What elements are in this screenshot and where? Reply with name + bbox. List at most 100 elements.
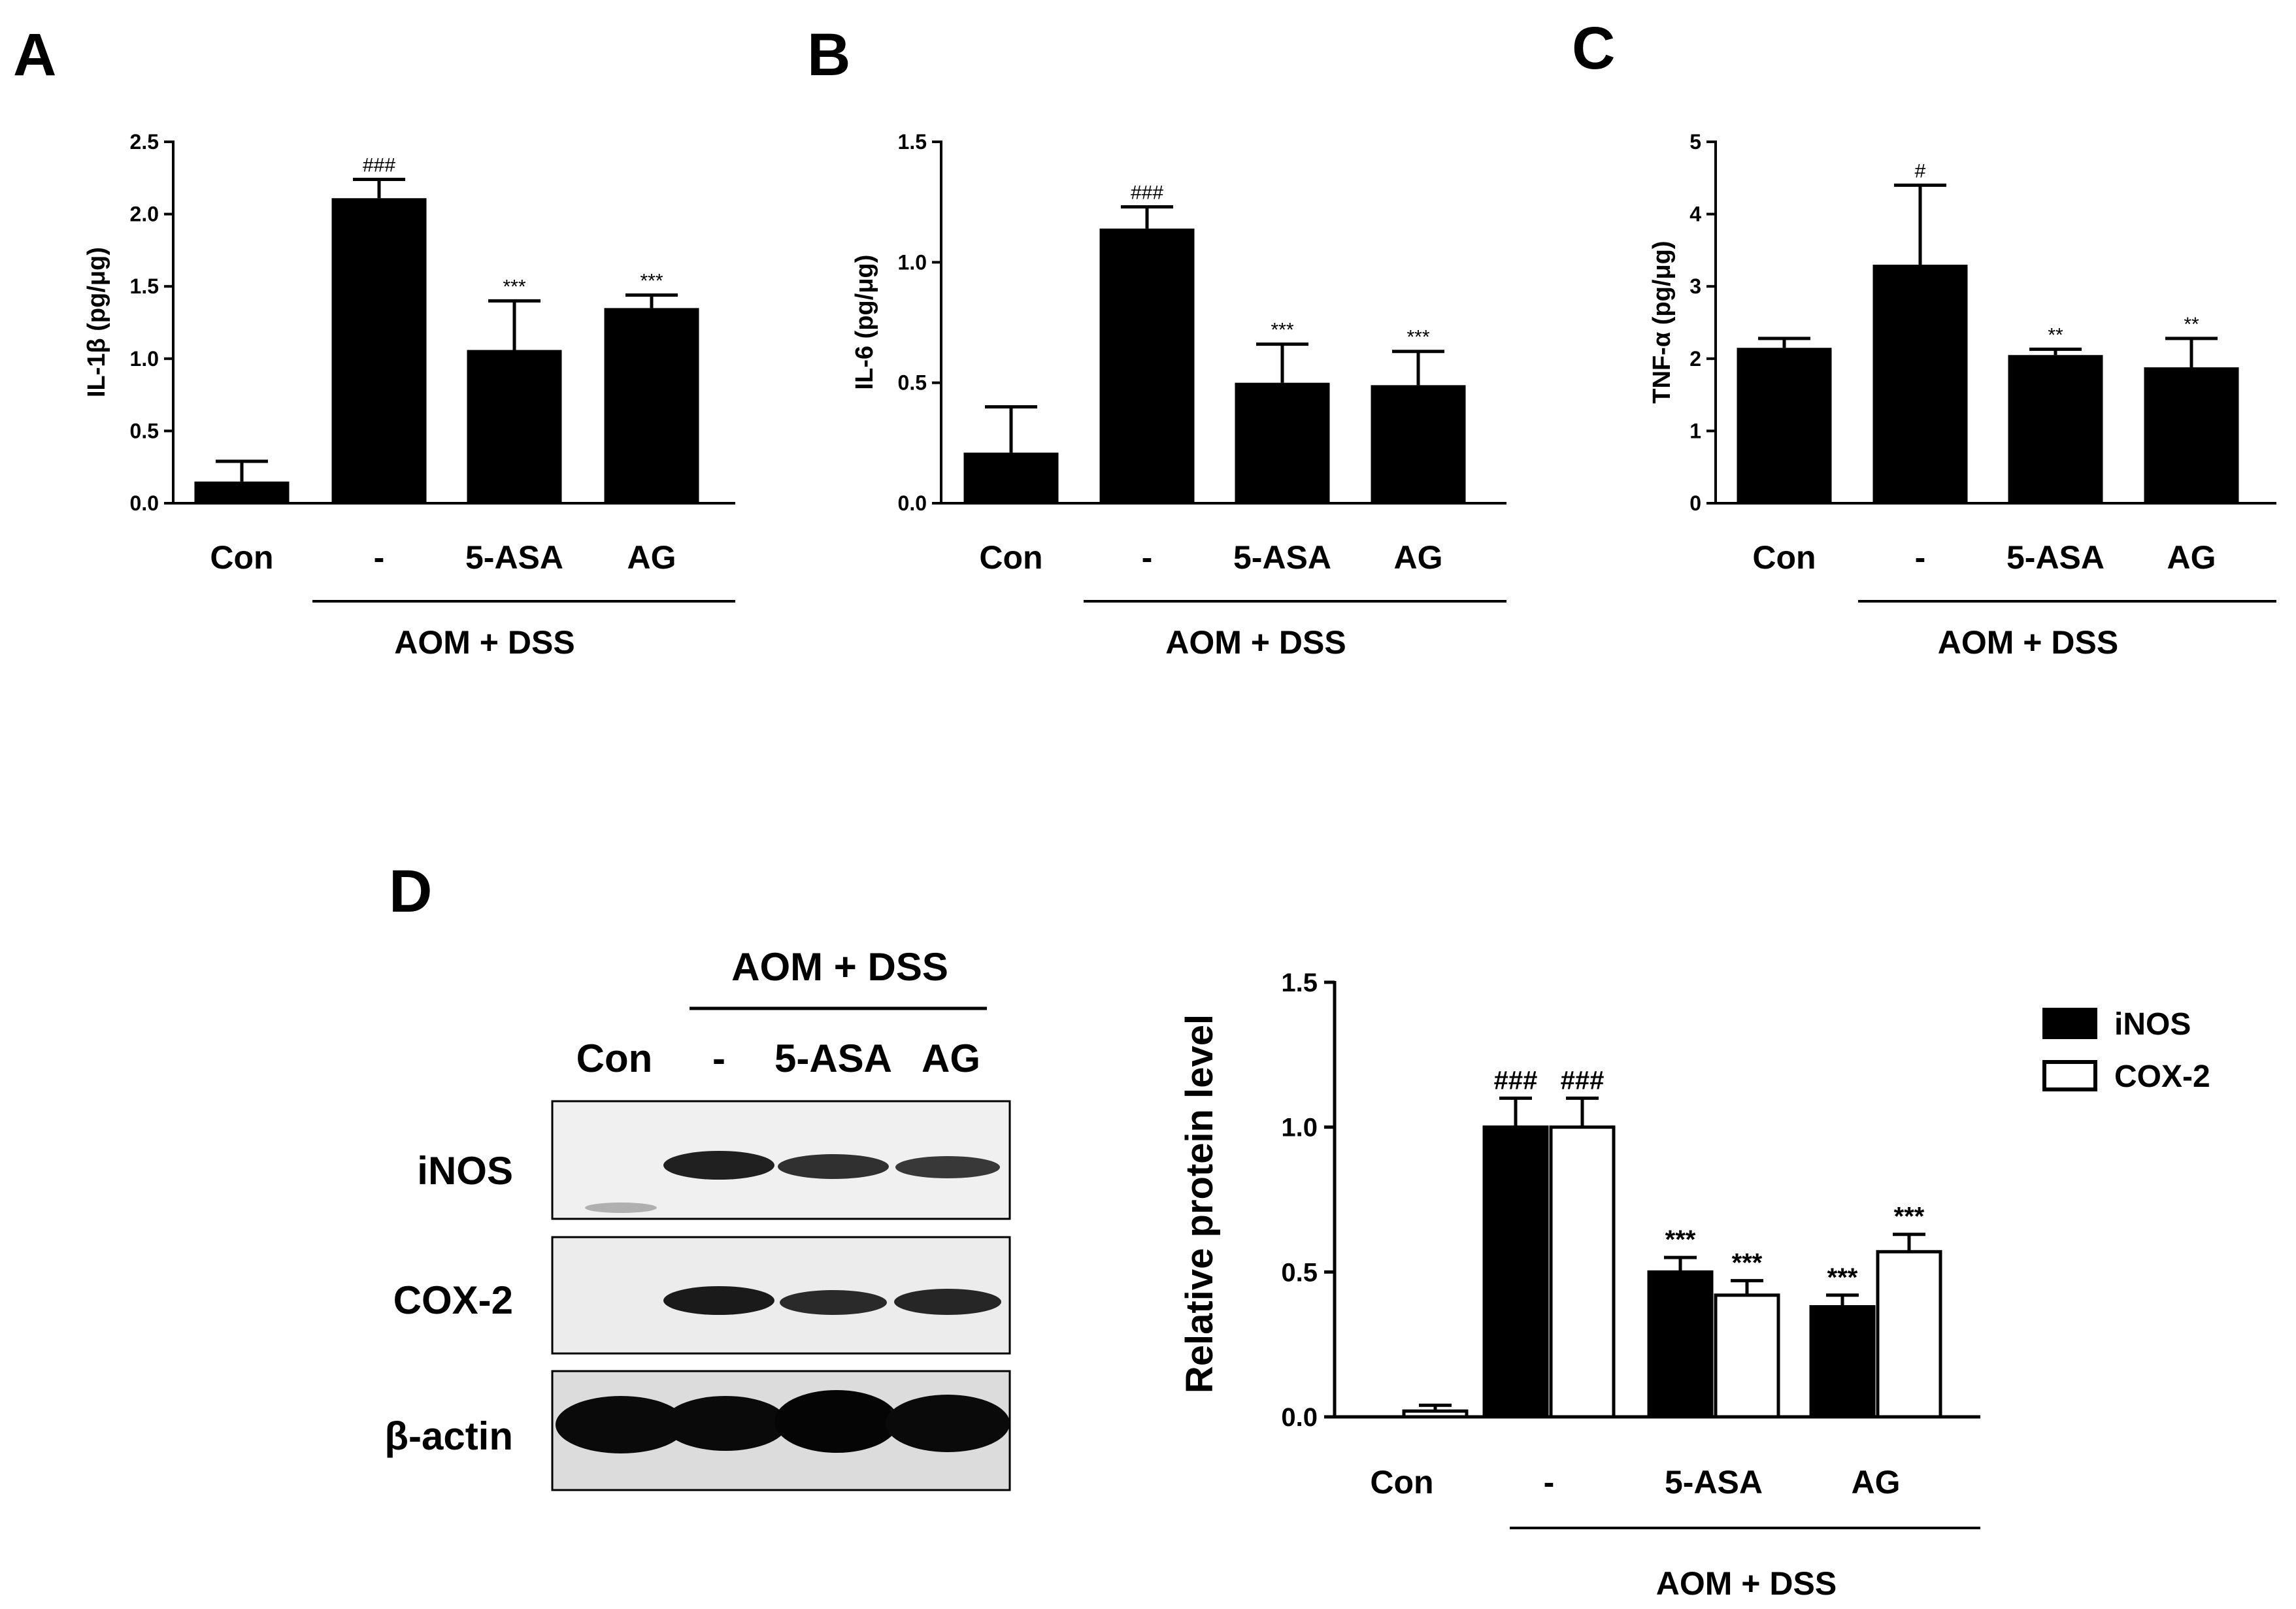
bar-inos: [1809, 1305, 1876, 1419]
category-label: 5-ASA: [1233, 539, 1331, 576]
y-tick-label: 1.5: [1281, 969, 1318, 997]
category-label: AG: [627, 539, 676, 576]
panel-letter-d: D: [389, 858, 432, 925]
category-label: AG: [1852, 1464, 1901, 1501]
band-inos-con: [585, 1203, 657, 1213]
significance-label: ***: [1732, 1249, 1763, 1278]
category-label: -: [1544, 1464, 1555, 1501]
group-label: AOM + DSS: [394, 624, 574, 661]
category-label: -: [1915, 539, 1926, 576]
category-label: -: [1142, 539, 1153, 576]
y-tick-label: 5: [1689, 130, 1701, 154]
category-label: -: [374, 539, 385, 576]
bar-3: [2008, 355, 2103, 503]
y-axis-label: IL-1β (pg/μg): [83, 247, 110, 397]
y-tick-label: 0.5: [130, 419, 159, 442]
blot-lane-5asa: 5-ASA: [774, 1037, 892, 1080]
y-tick-label: 1: [1689, 419, 1701, 442]
blot-lane-con: Con: [576, 1037, 653, 1080]
y-axis-label: IL-6 (pg/μg): [851, 255, 878, 390]
chart-protein-level: 0.0 0.5 1.0 1.5 Relative protein level ### ***…: [1178, 969, 2210, 1602]
chart-tnfa: 0 1 2 3 4 5 TNF-α (pg/μg) Con # - ** 5-ASA ** AG AOM +…: [1648, 130, 2276, 661]
bar-1: [1737, 348, 1832, 503]
group-label: AOM + DSS: [1938, 624, 2118, 661]
y-tick-label: 1.0: [130, 347, 159, 371]
category-label: Con: [210, 539, 273, 576]
panel-letter-c: C: [1572, 15, 1615, 82]
band-inos-5asa: [778, 1154, 889, 1179]
y-axis-label: Relative protein level: [1178, 1014, 1221, 1393]
significance-label: ***: [1406, 327, 1429, 348]
significance-label: ###: [363, 155, 395, 176]
category-label: Con: [1752, 539, 1816, 576]
bar-cox-2: [1714, 1293, 1780, 1419]
blot-row-cox2: COX-2: [393, 1278, 513, 1322]
y-tick-label: 2.0: [130, 203, 159, 226]
category-label: Con: [1370, 1464, 1433, 1501]
significance-label: #: [1915, 160, 1926, 182]
band-cox2-ag: [894, 1289, 1001, 1315]
category-label: 5-ASA: [2006, 539, 2105, 576]
significance-label: ***: [1271, 320, 1293, 341]
band-bactin-5asa: [774, 1390, 899, 1453]
category-label: Con: [979, 539, 1042, 576]
bar-1: [194, 481, 290, 503]
blot-lane-aom: -: [712, 1037, 725, 1080]
band-cox2-aom: [663, 1286, 774, 1315]
blot-row-bactin: β-actin: [384, 1414, 513, 1458]
y-tick-label: 2.5: [130, 130, 159, 154]
y-tick-label: 4: [1689, 203, 1701, 226]
bar-4: [2144, 367, 2239, 503]
category-label: 5-ASA: [465, 539, 563, 576]
bar-cox-2: [1876, 1250, 1942, 1419]
bar-2: [331, 198, 427, 503]
bar-inos: [1482, 1125, 1549, 1419]
y-tick-label: 1.0: [1281, 1114, 1318, 1142]
bar-4: [1371, 385, 1466, 503]
panel-letter-b: B: [807, 22, 850, 88]
y-tick-label: 1.0: [898, 250, 927, 274]
significance-label: ***: [1665, 1225, 1696, 1254]
y-tick-label: 1.5: [898, 130, 927, 154]
chart-il6: 0.0 0.5 1.0 1.5 IL-6 (pg/μg) Con ### - *** 5-ASA *…: [851, 130, 1506, 661]
band-bactin-aom: [663, 1396, 788, 1451]
group-label: AOM + DSS: [1656, 1565, 1837, 1602]
bar-2: [1872, 265, 1968, 503]
y-axis-label: TNF-α (pg/μg): [1648, 241, 1676, 403]
legend-label-inos: iNOS: [2114, 1007, 2191, 1042]
y-tick-label: 0.5: [898, 371, 927, 395]
y-tick-label: 3: [1689, 274, 1701, 298]
blot-row-inos: iNOS: [417, 1149, 513, 1193]
bar-cox-2: [1402, 1409, 1469, 1419]
band-inos-aom: [663, 1151, 774, 1180]
chart-il1b: 0.0 0.5 1.0 1.5 2.0 2.5 IL-1β (pg/μg) Con ### - **…: [83, 130, 735, 661]
significance-label: ***: [1827, 1263, 1858, 1292]
band-bactin-ag: [886, 1395, 1010, 1452]
legend-swatch-cox-2: [2042, 1060, 2097, 1091]
band-bactin-con: [556, 1396, 686, 1453]
bar-2: [1099, 228, 1195, 503]
y-tick-label: 2: [1689, 347, 1701, 371]
y-tick-label: 0.5: [1281, 1258, 1318, 1287]
bar-cox-2: [1549, 1125, 1616, 1419]
panel-letter-a: A: [13, 22, 56, 88]
legend-label-cox-2: COX-2: [2114, 1059, 2210, 1094]
group-label: AOM + DSS: [1165, 624, 1346, 661]
significance-label: **: [2048, 324, 2063, 346]
significance-label: **: [2184, 314, 2199, 335]
band-cox2-5asa: [780, 1290, 887, 1315]
bar-3: [1235, 382, 1330, 503]
category-label: AG: [1394, 539, 1443, 576]
y-tick-label: 0.0: [898, 491, 927, 515]
significance-label: ***: [1894, 1203, 1925, 1231]
category-label: AG: [2167, 539, 2216, 576]
western-blot: AOM + DSS Con - 5-ASA AG iNOS COX-2 β-ac…: [384, 945, 1011, 1491]
blot-strip-inos: [551, 1100, 1011, 1220]
bar-1: [963, 452, 1059, 503]
y-tick-label: 0.0: [130, 491, 159, 515]
category-label: 5-ASA: [1665, 1464, 1763, 1501]
bar-4: [604, 308, 699, 503]
blot-lane-ag: AG: [922, 1037, 980, 1080]
blot-group-label: AOM + DSS: [731, 945, 948, 989]
